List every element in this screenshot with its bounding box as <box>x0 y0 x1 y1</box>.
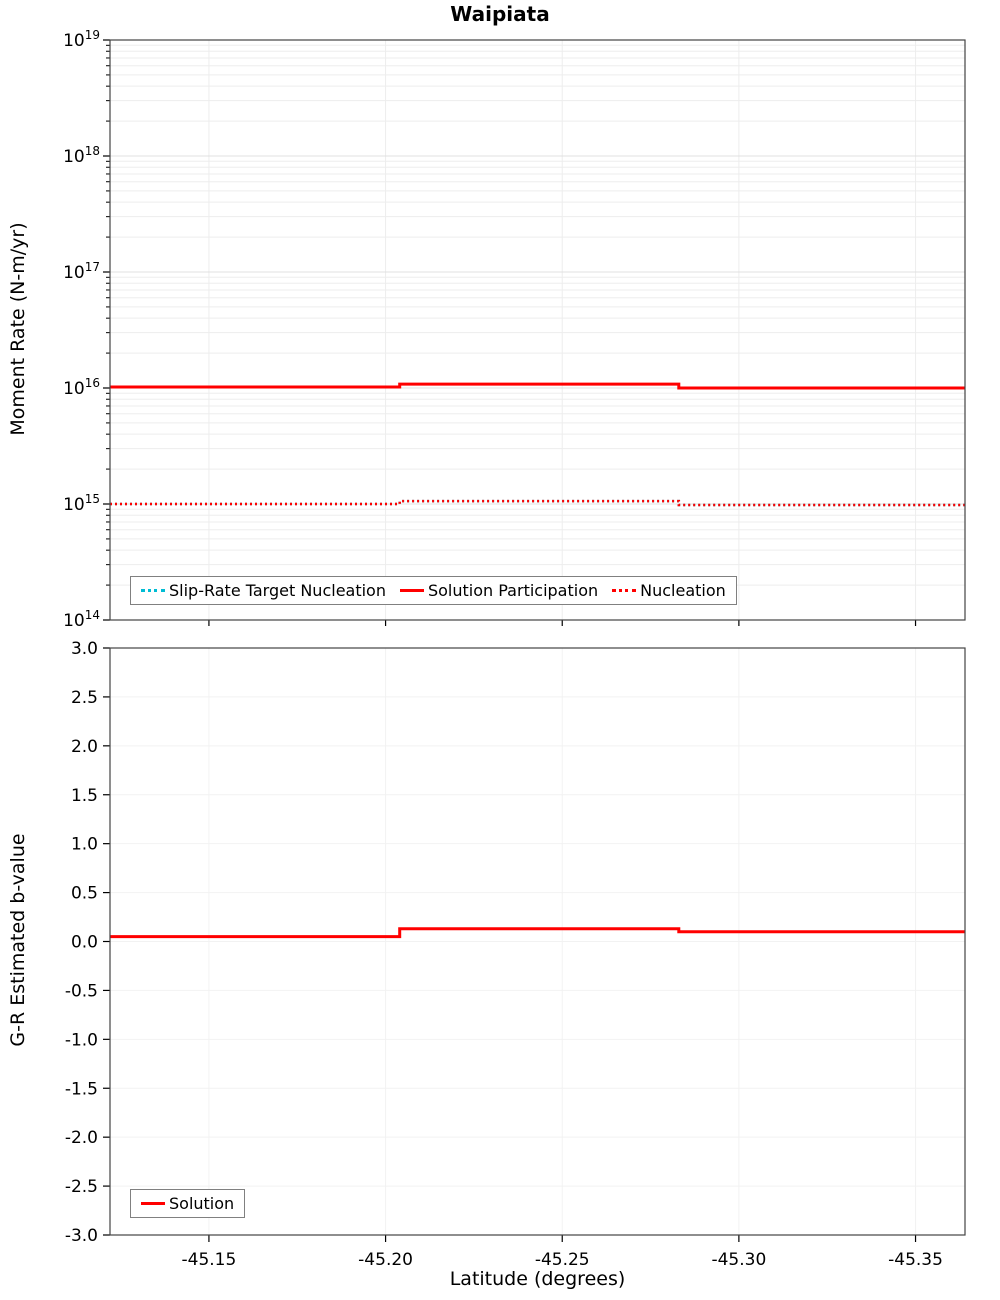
legend-label: Slip-Rate Target Nucleation <box>169 581 386 600</box>
y-tick-label: 1015 <box>63 492 100 515</box>
y-tick-label: 0.0 <box>71 933 98 953</box>
y-tick-label: 2.0 <box>71 737 98 757</box>
chart-title: Waipiata <box>450 2 550 26</box>
legend-line-sample-solution-participation <box>399 589 424 592</box>
y-tick-label: -1.5 <box>65 1079 98 1099</box>
legend-label: Solution Participation <box>427 581 599 600</box>
y-tick-label: 2.5 <box>71 688 98 708</box>
legend-line-sample-nucleation <box>612 589 637 592</box>
y-tick-label: 1017 <box>63 260 100 283</box>
y-tick-label: -2.5 <box>65 1177 98 1197</box>
y-tick-label: 1018 <box>63 144 100 167</box>
b-value-legend: Solution <box>130 1189 246 1218</box>
series-line-solution <box>110 927 965 939</box>
series-line-solution-participation <box>110 382 965 390</box>
legend-item: Solution <box>141 1194 234 1213</box>
b-value-chart: 3.0 2.5 2.0 1.5 1.0 0.5 0.0 -0.5 -1.0 -1.5 -2.0 -2.… <box>65 639 966 1270</box>
x-tick-label: -45.15 <box>182 1250 237 1270</box>
plot-border <box>109 39 966 621</box>
legend-label: Nucleation <box>640 581 726 600</box>
series-line-nucleation <box>110 499 965 507</box>
x-tick-label: -45.25 <box>535 1250 590 1270</box>
y-tick-label: -0.5 <box>65 981 98 1001</box>
plot-border <box>109 647 966 1236</box>
legend-line-sample-solution <box>141 1202 165 1205</box>
x-tick-label: -45.30 <box>711 1250 766 1270</box>
x-tick-label: -45.35 <box>888 1250 943 1270</box>
y-tick-label: 1.5 <box>71 786 98 806</box>
legend-item: Solution Participation <box>399 581 599 600</box>
x-tick-label: -45.20 <box>358 1250 413 1270</box>
y-tick-label: -1.0 <box>65 1030 98 1050</box>
y-tick-label: 0.5 <box>71 884 98 904</box>
moment-rate-legend: Slip-Rate Target Nucleation Solution Part… <box>130 576 737 605</box>
x-axis-label: Latitude (degrees) <box>449 1268 626 1290</box>
legend-item: Slip-Rate Target Nucleation <box>141 581 386 600</box>
moment-rate-chart: 1014 1015 1016 1017 1018 1019 <box>63 28 966 630</box>
plot-background <box>110 40 965 620</box>
legend-label: Solution <box>169 1194 235 1213</box>
y-tick-label: 3.0 <box>71 639 98 659</box>
y-tick-label: 1016 <box>63 376 100 399</box>
y-tick-label: -3.0 <box>65 1226 98 1246</box>
y-tick-label: -2.0 <box>65 1128 98 1148</box>
legend-item: Nucleation <box>612 581 726 600</box>
y-tick-label: 1.0 <box>71 835 98 855</box>
y-tick-label: 1014 <box>63 608 100 630</box>
y-tick-label: 1019 <box>63 28 100 51</box>
legend-line-sample-slip-rate-target-nucleation <box>141 589 165 592</box>
